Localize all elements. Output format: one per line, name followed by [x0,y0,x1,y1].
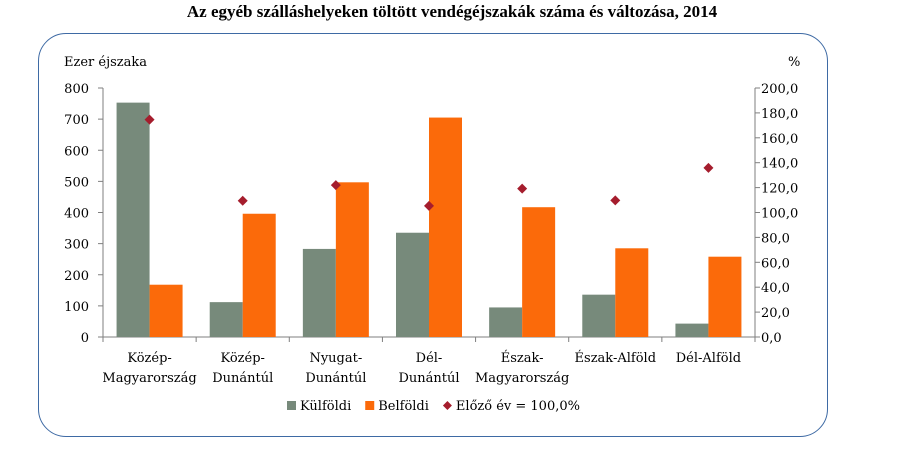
left-tick-label: 300 [64,238,89,253]
category-label: Nyugat-Dunántúl [305,351,366,386]
bar-belf-ldi [335,182,369,337]
legend-swatch [365,401,375,410]
marker-prev-year [517,183,528,194]
category-label: Észak-Alföld [575,350,656,366]
right-tick-label: 40,0 [761,281,790,296]
category-label: Dél-Alföld [676,351,741,366]
marker-prev-year [610,195,621,206]
right-tick-label: 20,0 [761,306,790,321]
right-tick-label: 200,0 [761,82,798,97]
marker-prev-year [424,200,434,211]
left-tick-label: 500 [64,175,89,190]
bar-k-lf-ldi [116,102,150,337]
category-label: Észak-Magyarország [475,350,569,386]
legend-swatch [287,401,296,410]
left-tick-label: 600 [64,144,89,159]
bar-belf-ldi [242,213,276,337]
bar-k-lf-ldi [489,307,523,337]
bar-belf-ldi [615,248,649,337]
right-axis-label: % [788,55,800,70]
right-tick-label: 60,0 [761,256,790,271]
right-tick-label: 180,0 [761,107,798,122]
legend: Külföldi Belföldi Előző év = 100,0% [287,399,580,414]
bar-k-lf-ldi [209,302,243,337]
right-tick-label: 80,0 [761,231,790,246]
right-tick-label: 120,0 [761,182,798,197]
right-tick-label: 100,0 [761,207,798,222]
chart-title: Az egyéb szálláshelyeken töltött vendégé… [186,2,718,21]
legend-swatch [442,401,452,410]
bar-belf-ldi [522,207,556,337]
marker-prev-year [330,180,341,191]
marker-prev-year [144,114,155,125]
legend-label: Belföldi [378,399,429,414]
left-tick-label: 400 [64,207,89,222]
legend-label: Előző év = 100,0% [456,399,580,414]
bar-belf-ldi [429,117,462,337]
bar-k-lf-ldi [302,248,336,337]
category-label: Közép-Dunántúl [212,351,273,386]
right-tick-label: 160,0 [761,132,798,147]
bar-k-lf-ldi [396,232,429,337]
left-tick-label: 700 [64,113,89,128]
bar-k-lf-ldi [675,323,709,337]
right-tick-label: 140,0 [761,157,798,172]
plot-area: 0 100 200 300 400 500 600 700 800 0,0 20,0 40,0 60,0… [64,82,798,386]
bar-belf-ldi [149,284,183,337]
marker-prev-year [237,195,248,206]
category-label: Közép-Magyarország [102,351,196,386]
bar-k-lf-ldi [582,294,616,337]
left-axis-label: Ezer éjszaka [64,55,147,70]
marker-prev-year [703,162,714,173]
left-tick-label: 800 [64,82,89,97]
bar-belf-ldi [708,256,742,337]
category-label: Dél-Dunántúl [398,351,459,386]
left-tick-label: 0 [81,331,89,346]
legend-label: Külföldi [300,399,351,414]
chart-frame [38,33,828,437]
right-tick-label: 0,0 [761,331,782,346]
left-tick-label: 200 [64,269,89,284]
left-tick-label: 100 [64,300,89,315]
